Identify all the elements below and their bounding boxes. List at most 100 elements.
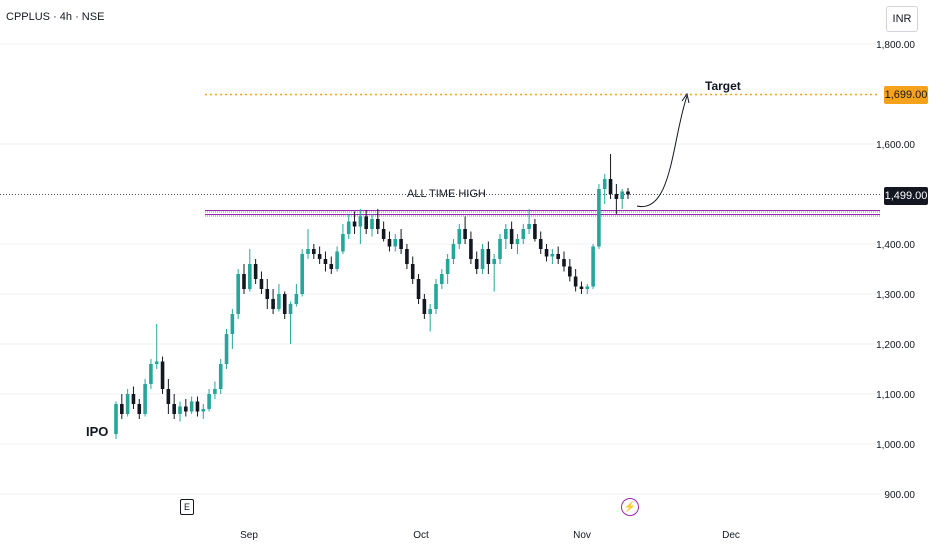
candle-body — [294, 294, 299, 304]
y-tick-label: 1,000.00 — [876, 440, 915, 451]
all-time-high-label: ALL TIME HIGH — [407, 188, 486, 200]
target-label: Target — [705, 79, 741, 93]
candle-body — [591, 246, 595, 287]
candle-body — [300, 254, 304, 294]
candle-body — [120, 404, 124, 414]
candle-body — [259, 279, 264, 289]
candle-body — [416, 279, 421, 299]
candle-body — [271, 299, 275, 309]
y-tick-label: 1,100.00 — [876, 390, 915, 401]
candle-body — [515, 239, 520, 244]
candle-body — [248, 264, 252, 289]
candle-body — [364, 216, 368, 229]
candle-body — [207, 394, 211, 409]
ipo-label: IPO — [86, 424, 108, 439]
candle-body — [509, 229, 514, 244]
candle-body — [533, 224, 537, 239]
candle-body — [335, 251, 339, 269]
candle-body — [597, 189, 601, 247]
y-tick-label: 1,800.00 — [876, 40, 915, 51]
candle-body — [154, 361, 159, 364]
candle-body — [172, 404, 176, 414]
candle-body — [195, 401, 200, 412]
grid — [0, 43, 880, 495]
axes: 1,800.00 1,600.00 1,400.00 1,300.00 1,200.00… — [240, 40, 915, 541]
candle-body — [614, 194, 619, 199]
candle-body — [131, 394, 136, 404]
candle-body — [282, 294, 287, 314]
candle-body — [341, 234, 345, 252]
x-tick-label: Nov — [573, 530, 591, 541]
candle-body — [434, 284, 438, 309]
candle-body — [422, 299, 427, 314]
candle-body — [189, 401, 194, 412]
symbol-title[interactable]: CPPLUS · 4h · NSE — [6, 11, 105, 23]
candles — [114, 154, 630, 439]
candle-body — [381, 229, 386, 239]
candle-body — [480, 249, 485, 269]
candle-body — [288, 304, 293, 314]
candle-body — [556, 254, 560, 259]
candle-body — [463, 229, 467, 239]
candle-body — [114, 404, 118, 434]
candle-body — [579, 286, 584, 289]
candle-body — [538, 239, 543, 249]
candle-body — [306, 249, 310, 254]
candle-body — [626, 191, 630, 195]
candle-body — [410, 264, 415, 279]
candle-body — [352, 221, 357, 227]
y-tick-label: 1,600.00 — [876, 140, 915, 151]
candle-body — [218, 364, 223, 389]
candle-body — [236, 274, 240, 314]
dividend-lightning-icon[interactable]: ⚡ — [621, 498, 639, 516]
candle-body — [376, 219, 380, 229]
currency-button[interactable]: INR — [886, 6, 918, 32]
candle-body — [125, 394, 130, 414]
annotations: IPO ALL TIME HIGH Target — [86, 79, 741, 439]
candle-body — [184, 406, 188, 412]
candle-body — [602, 179, 607, 189]
candle-body — [242, 274, 246, 289]
arrow-head-icon — [681, 92, 690, 104]
target-price-tag: 1,699.00 — [884, 86, 928, 104]
candle-body — [521, 229, 526, 239]
candle-body — [323, 259, 328, 264]
candle-body — [143, 384, 147, 414]
y-tick-label: 1,200.00 — [876, 340, 915, 351]
candle-body — [224, 334, 229, 364]
candle-body — [149, 364, 153, 384]
candle-body — [317, 254, 322, 259]
candle-body — [474, 259, 479, 269]
candle-body — [399, 239, 403, 249]
candle-body — [346, 221, 351, 234]
candle-body — [213, 389, 217, 394]
candle-body — [253, 264, 258, 279]
candle-body — [486, 249, 491, 264]
candle-body — [451, 244, 456, 259]
candle-body — [568, 266, 572, 277]
candle-body — [440, 274, 444, 284]
candle-body — [312, 249, 316, 254]
candle-body — [370, 219, 374, 229]
candle-body — [469, 239, 473, 259]
candle-body — [277, 294, 281, 309]
earnings-marker-icon[interactable]: E — [180, 499, 194, 515]
candle-body — [201, 409, 206, 412]
horizontal-levels — [0, 93, 880, 217]
candle-body — [230, 314, 235, 334]
candle-body — [329, 264, 334, 269]
candle-body — [457, 229, 462, 244]
candle-body — [550, 254, 555, 257]
candle-body — [504, 229, 508, 239]
y-tick-label: 1,300.00 — [876, 290, 915, 301]
candle-body — [405, 249, 409, 264]
candle-body — [608, 179, 613, 194]
candle-body — [620, 191, 624, 199]
candle-body — [160, 361, 165, 389]
x-tick-label: Dec — [722, 530, 740, 541]
y-tick-label: 900.00 — [884, 490, 915, 501]
candle-body — [562, 259, 566, 267]
candle-body — [393, 239, 398, 247]
candle-body — [527, 224, 531, 229]
